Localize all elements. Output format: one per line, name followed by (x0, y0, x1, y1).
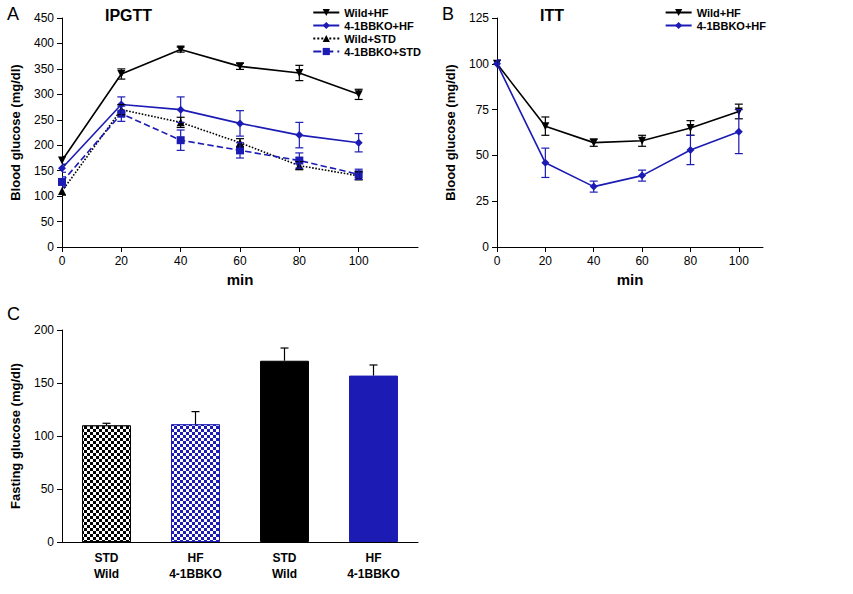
svg-text:150: 150 (34, 164, 54, 178)
svg-text:25: 25 (476, 194, 490, 208)
svg-text:50: 50 (41, 482, 55, 496)
svg-text:150: 150 (34, 376, 54, 390)
svg-text:min: min (617, 271, 644, 288)
svg-text:250: 250 (34, 113, 54, 127)
svg-text:4-1BBKO+STD: 4-1BBKO+STD (344, 46, 421, 58)
svg-text:0: 0 (47, 535, 54, 549)
svg-text:20: 20 (115, 254, 129, 268)
svg-text:0: 0 (59, 254, 66, 268)
svg-text:350: 350 (34, 62, 54, 76)
svg-text:80: 80 (684, 254, 698, 268)
svg-text:4-1BBKO+HF: 4-1BBKO+HF (344, 20, 414, 32)
svg-text:100: 100 (349, 254, 369, 268)
svg-text:Wild: Wild (94, 567, 119, 581)
svg-text:Wild+HF: Wild+HF (344, 7, 388, 19)
svg-text:300: 300 (34, 87, 54, 101)
svg-text:ITT: ITT (540, 7, 564, 24)
svg-text:60: 60 (233, 254, 247, 268)
svg-text:STD: STD (273, 551, 297, 565)
svg-text:4-1BBKO+HF: 4-1BBKO+HF (697, 20, 767, 32)
svg-text:Blood glucose (mg/dl): Blood glucose (mg/dl) (443, 64, 458, 201)
svg-text:C: C (7, 304, 20, 324)
svg-text:B: B (442, 4, 454, 24)
svg-text:HF: HF (188, 551, 204, 565)
svg-text:450: 450 (34, 11, 54, 25)
svg-text:20: 20 (539, 254, 553, 268)
svg-text:Blood glucose (mg/dl): Blood glucose (mg/dl) (8, 64, 23, 201)
svg-text:50: 50 (41, 215, 55, 229)
svg-text:HF: HF (366, 551, 382, 565)
svg-text:min: min (227, 271, 254, 288)
svg-text:40: 40 (174, 254, 188, 268)
svg-text:200: 200 (34, 138, 54, 152)
svg-text:0: 0 (47, 240, 54, 254)
svg-text:Wild: Wild (272, 567, 297, 581)
svg-text:60: 60 (635, 254, 649, 268)
svg-text:100: 100 (729, 254, 749, 268)
svg-text:100: 100 (34, 429, 54, 443)
svg-text:100: 100 (469, 57, 489, 71)
svg-text:125: 125 (469, 11, 489, 25)
svg-text:Wild+STD: Wild+STD (344, 33, 396, 45)
svg-text:400: 400 (34, 36, 54, 50)
svg-text:STD: STD (95, 551, 119, 565)
svg-text:80: 80 (293, 254, 307, 268)
svg-text:40: 40 (587, 254, 601, 268)
svg-text:IPGTT: IPGTT (105, 7, 152, 24)
svg-text:75: 75 (476, 103, 490, 117)
svg-text:100: 100 (34, 189, 54, 203)
svg-text:Wild+HF: Wild+HF (697, 7, 741, 19)
svg-text:4-1BBKO: 4-1BBKO (347, 567, 400, 581)
svg-text:A: A (7, 4, 19, 24)
svg-text:200: 200 (34, 323, 54, 337)
svg-text:Fasting glucose (mg/dl): Fasting glucose (mg/dl) (8, 363, 23, 509)
svg-text:50: 50 (476, 148, 490, 162)
svg-text:0: 0 (482, 240, 489, 254)
svg-text:0: 0 (494, 254, 501, 268)
svg-text:4-1BBKO: 4-1BBKO (169, 567, 222, 581)
